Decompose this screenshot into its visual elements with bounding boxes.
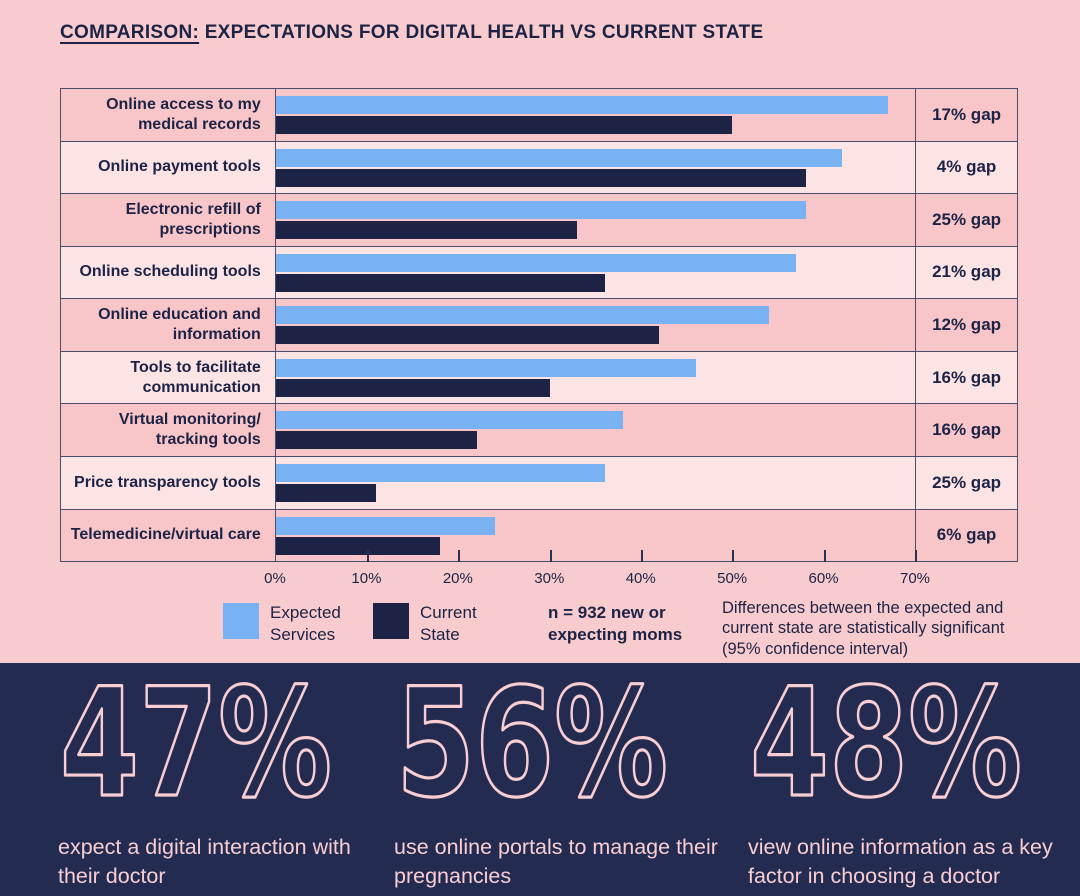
chart-row: Tools to facilitate communication 16% gap bbox=[61, 351, 1017, 405]
gap-label: 25% gap bbox=[915, 456, 1017, 509]
x-axis-tick bbox=[732, 550, 735, 563]
stat-block: 48% view online information as a key fac… bbox=[748, 655, 1080, 890]
expected-services-bar bbox=[275, 306, 769, 325]
stat-caption: use online portals to manage their pregn… bbox=[394, 835, 718, 888]
x-axis-tick-label: 0% bbox=[264, 570, 286, 587]
current-state-bar bbox=[275, 431, 477, 450]
gap-label: 17% gap bbox=[915, 89, 1017, 141]
row-label: Price transparency tools bbox=[61, 456, 276, 509]
x-axis-tick-label: 10% bbox=[351, 570, 382, 587]
expected-services-swatch bbox=[223, 603, 259, 639]
expected-services-bar bbox=[275, 463, 605, 482]
page-title: COMPARISON: EXPECTATIONS FOR DIGITAL HEA… bbox=[60, 22, 763, 44]
svg-text:48%: 48% bbox=[750, 657, 1022, 831]
significance-note: Differences between the expected and cur… bbox=[722, 599, 1005, 658]
x-axis-tick bbox=[549, 550, 552, 563]
row-plot-area bbox=[275, 299, 915, 351]
expected-services-label: Expected Services bbox=[270, 603, 341, 645]
row-plot-area bbox=[275, 510, 918, 563]
current-state-bar bbox=[275, 116, 733, 134]
row-plot-area bbox=[275, 247, 915, 299]
x-axis-tick-label: 20% bbox=[442, 570, 473, 587]
x-axis-tick-label: 70% bbox=[899, 570, 931, 587]
svg-text:56%: 56% bbox=[396, 657, 668, 831]
gap-label: 12% gap bbox=[915, 299, 1017, 351]
comparison-bar-chart: Online access to my medical records 17% g… bbox=[60, 88, 1018, 563]
current-state-bar bbox=[275, 536, 441, 555]
x-axis-tick-label: 40% bbox=[625, 570, 656, 587]
x-axis-tick-label: 30% bbox=[534, 570, 565, 587]
chart-legend: Expected Services Current State n = 932 … bbox=[0, 598, 1080, 663]
stat-block: 56% use online portals to manage their p… bbox=[394, 655, 739, 890]
x-axis-tick-label: 50% bbox=[717, 570, 748, 587]
current-state-bar bbox=[275, 221, 578, 240]
stat-value-outline: 56% bbox=[394, 655, 669, 832]
stats-section: 47% expect a digital interaction with th… bbox=[0, 655, 1080, 896]
x-axis-tick-label: 60% bbox=[808, 570, 839, 587]
gap-label: 25% gap bbox=[915, 194, 1017, 246]
chart-row: Electronic refill of prescriptions 25% ga… bbox=[61, 194, 1017, 247]
row-plot-area bbox=[275, 404, 915, 456]
row-label: Online scheduling tools bbox=[61, 246, 276, 299]
row-plot-area bbox=[275, 352, 915, 404]
chart-row: Online scheduling tools 21% gap bbox=[61, 246, 1017, 300]
gap-label: 6% gap bbox=[915, 509, 1017, 562]
title-rest: EXPECTATIONS FOR DIGITAL HEALTH VS CURRE… bbox=[199, 22, 764, 43]
chart-row: Online access to my medical records 17% g… bbox=[61, 89, 1017, 142]
chart-row: Online payment tools 4% gap bbox=[61, 141, 1017, 195]
chart-section: COMPARISON: EXPECTATIONS FOR DIGITAL HEA… bbox=[0, 22, 1080, 663]
x-axis-labels: 0% 10% 20% 30% 40% 50% 60% 70% bbox=[60, 570, 1018, 594]
expected-services-bar bbox=[275, 253, 797, 272]
current-state-bar bbox=[275, 483, 377, 502]
row-label: Electronic refill of prescriptions bbox=[61, 194, 276, 246]
row-plot-area bbox=[275, 194, 915, 246]
expected-services-bar bbox=[275, 516, 495, 535]
title-prefix: COMPARISON: bbox=[60, 22, 200, 43]
expected-services-bar bbox=[275, 148, 843, 167]
chart-row: Price transparency tools 25% gap bbox=[61, 456, 1017, 510]
stat-block: 47% expect a digital interaction with th… bbox=[58, 655, 403, 890]
current-state-bar bbox=[275, 168, 806, 187]
x-axis-tick bbox=[915, 550, 918, 563]
current-state-bar bbox=[275, 326, 660, 345]
row-plot-area bbox=[275, 142, 915, 194]
current-state-bar bbox=[275, 378, 550, 397]
row-label: Telemedicine/virtual care bbox=[61, 509, 276, 562]
x-axis-tick bbox=[641, 550, 644, 563]
expected-services-bar bbox=[275, 96, 888, 114]
gap-label: 16% gap bbox=[915, 404, 1017, 456]
row-plot-area bbox=[275, 89, 915, 141]
row-label: Online access to my medical records bbox=[61, 89, 276, 141]
stat-caption: view online information as a key factor … bbox=[748, 835, 1053, 888]
x-axis-tick bbox=[367, 550, 370, 563]
stat-caption: expect a digital interaction with their … bbox=[58, 835, 351, 888]
chart-row: Online education and information 12% gap bbox=[61, 299, 1017, 352]
current-state-swatch bbox=[373, 603, 409, 639]
row-label: Online payment tools bbox=[61, 141, 276, 194]
row-plot-area bbox=[275, 457, 915, 509]
stat-value-outline: 48% bbox=[748, 655, 1023, 832]
gap-label: 4% gap bbox=[915, 141, 1017, 194]
svg-text:47%: 47% bbox=[60, 657, 332, 831]
gap-label: 21% gap bbox=[915, 246, 1017, 299]
expected-services-bar bbox=[275, 358, 696, 377]
gap-label: 16% gap bbox=[915, 351, 1017, 404]
x-axis-tick bbox=[823, 550, 826, 563]
row-label: Virtual monitoring/ tracking tools bbox=[61, 404, 276, 456]
chart-row: Virtual monitoring/ tracking tools 16% ga… bbox=[61, 404, 1017, 457]
current-state-bar bbox=[275, 273, 605, 292]
current-state-label: Current State bbox=[420, 603, 477, 645]
x-axis-tick bbox=[458, 550, 461, 563]
stat-value-outline: 47% bbox=[58, 655, 333, 832]
row-label: Online education and information bbox=[61, 299, 276, 351]
expected-services-bar bbox=[275, 411, 623, 430]
expected-services-bar bbox=[275, 201, 806, 220]
row-label: Tools to facilitate communication bbox=[61, 351, 276, 404]
sample-size-note: n = 932 new or expecting moms bbox=[548, 603, 683, 645]
chart-row: Telemedicine/virtual care 6% gap bbox=[61, 509, 1017, 563]
